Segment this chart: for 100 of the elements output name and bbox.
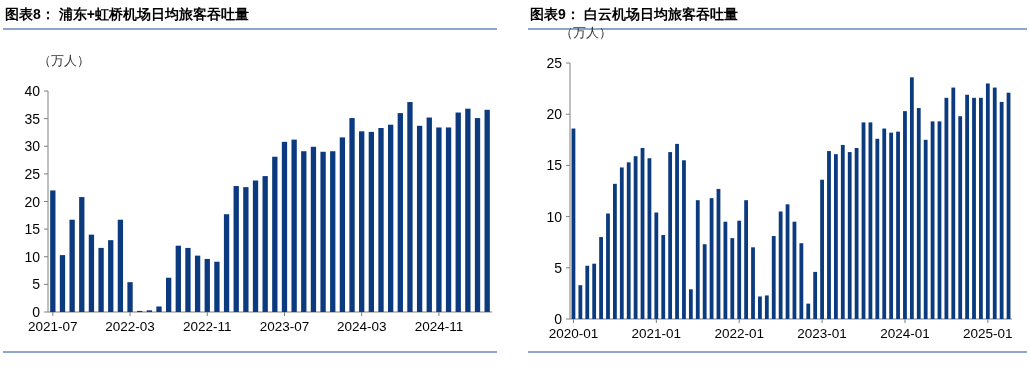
y-tick-label: 5 [32, 276, 41, 293]
bar [349, 118, 355, 312]
y-tick-label: 20 [546, 106, 563, 123]
bar [916, 108, 921, 319]
bar [98, 247, 104, 312]
bar [923, 139, 928, 319]
bar [695, 200, 700, 319]
bar [465, 108, 471, 312]
bar [985, 83, 990, 319]
bar [50, 190, 56, 312]
bar [778, 211, 783, 319]
bar [633, 156, 638, 319]
x-tick-label: 2022-01 [714, 326, 764, 341]
bar [310, 146, 317, 312]
bar [806, 303, 811, 319]
bar [944, 97, 949, 319]
y-axis-title: （万人） [560, 25, 612, 40]
bar [758, 296, 762, 319]
bar [320, 151, 326, 312]
bar [827, 151, 831, 319]
y-tick-label: 0 [32, 304, 41, 320]
chart-title: 图表8： 浦东+虹桥机场日均旅客吞吐量 [5, 6, 249, 22]
x-tick-label: 2023-07 [259, 319, 310, 334]
bar [702, 244, 707, 319]
y-tick-label: 10 [546, 208, 563, 225]
bar [840, 144, 845, 319]
bar [301, 151, 307, 312]
y-tick-label: 15 [24, 221, 41, 238]
bar [436, 127, 442, 312]
bar [243, 187, 249, 312]
bar [185, 247, 191, 312]
bar [764, 295, 769, 319]
bar [117, 219, 124, 312]
bar [592, 263, 597, 319]
bar [972, 97, 976, 319]
bar [69, 219, 75, 312]
bar [484, 109, 490, 312]
bar [799, 243, 804, 319]
bar [599, 237, 603, 319]
bar [813, 271, 818, 319]
y-tick-label: 25 [24, 165, 41, 182]
bar [965, 94, 970, 319]
x-tick-label: 2020-01 [548, 326, 599, 341]
bar [882, 128, 887, 319]
bar [771, 236, 776, 319]
y-tick-label: 0 [554, 311, 563, 327]
bar [262, 176, 268, 312]
bar [875, 138, 880, 319]
y-tick-label: 40 [24, 83, 41, 99]
x-tick-label: 2024-03 [336, 319, 387, 334]
bar [903, 111, 907, 319]
bar [854, 147, 859, 319]
bar [194, 255, 201, 312]
bar [359, 131, 365, 312]
bar [606, 213, 610, 319]
bar [992, 87, 997, 319]
bar [204, 258, 210, 312]
chart-title: 图表9： 白云机场日均旅客吞吐量 [530, 6, 738, 22]
x-tick-label: 2021-01 [631, 326, 682, 341]
bar [675, 143, 679, 319]
bar [626, 162, 631, 319]
bar [175, 245, 181, 312]
bar [426, 117, 432, 312]
y-tick-label: 35 [24, 110, 41, 127]
bar [252, 180, 259, 312]
bar [958, 116, 963, 319]
bar [59, 255, 66, 312]
bar [291, 139, 297, 312]
bar [407, 102, 413, 312]
bar [744, 200, 749, 319]
bar [833, 154, 838, 319]
bar [214, 261, 220, 312]
bar [474, 118, 481, 312]
bar [737, 220, 742, 319]
y-tick-label: 15 [546, 157, 563, 174]
bar [612, 183, 617, 319]
bar [585, 265, 590, 319]
y-tick-label: 10 [24, 248, 41, 265]
bar [79, 197, 85, 312]
bar [339, 137, 346, 312]
bar [730, 238, 735, 319]
bar [281, 141, 288, 312]
bar [88, 234, 95, 312]
bar [368, 131, 374, 312]
bar [889, 132, 894, 319]
bar [223, 214, 230, 312]
bar [388, 124, 394, 312]
x-tick-label: 2021-07 [28, 319, 78, 334]
bar [668, 152, 673, 319]
bar [416, 125, 423, 312]
bar [951, 87, 956, 319]
bar [578, 285, 583, 319]
bar [330, 151, 336, 312]
x-tick-label: 2023-01 [797, 326, 847, 341]
bar [127, 282, 133, 312]
bar [999, 101, 1004, 319]
bar [688, 289, 693, 319]
bar [156, 306, 162, 312]
bar [233, 186, 239, 312]
bar [455, 112, 461, 312]
